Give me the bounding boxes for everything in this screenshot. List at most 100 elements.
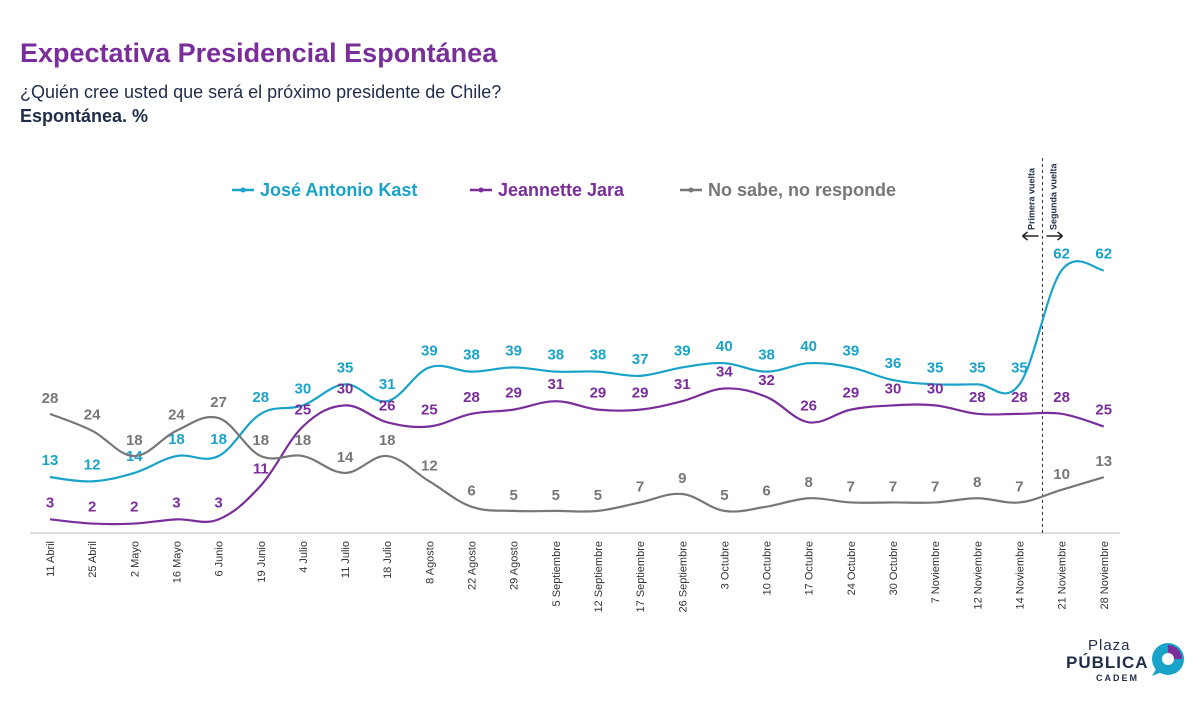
data-label: 27 [210, 394, 227, 411]
speech-bubble-icon [1152, 643, 1184, 676]
data-label: 29 [505, 385, 522, 402]
x-tick-label: 12 Septiembre [593, 541, 605, 613]
second-round-label: Segunda vuelta [1049, 162, 1059, 230]
data-label: 2 [88, 499, 96, 516]
legend-marker [478, 187, 484, 193]
data-label: 3 [46, 494, 54, 511]
x-tick-label: 3 Octubre [719, 541, 731, 589]
x-tick-label: 10 Octubre [762, 541, 774, 595]
data-label: 38 [758, 347, 775, 364]
data-label: 7 [889, 478, 897, 495]
data-label: 18 [168, 431, 185, 448]
data-label: 9 [678, 470, 686, 487]
data-label: 31 [674, 376, 691, 393]
x-tick-label: 19 Junio [256, 541, 268, 583]
x-tick-label: 30 Octubre [888, 541, 900, 595]
chart-unit: Espontánea. % [20, 106, 149, 126]
data-label: 18 [379, 432, 396, 449]
data-label: 40 [716, 338, 733, 355]
data-label: 28 [969, 389, 986, 406]
x-tick-label: 2 Mayo [129, 541, 141, 577]
data-label: 25 [421, 402, 438, 419]
data-label: 29 [843, 385, 860, 402]
data-label: 12 [421, 457, 438, 474]
data-label: 39 [421, 342, 438, 359]
data-label: 31 [379, 376, 396, 393]
x-tick-label: 8 Agosto [424, 541, 436, 584]
arrow-right-icon [1046, 231, 1063, 241]
data-label: 8 [805, 474, 813, 491]
legend-marker [240, 187, 246, 193]
data-label: 11 [253, 461, 269, 478]
data-label: 6 [467, 483, 475, 500]
legend-label: Jeannette Jara [498, 180, 625, 200]
data-label: 35 [337, 359, 354, 376]
data-label: 14 [337, 449, 354, 466]
data-label: 34 [716, 364, 733, 381]
data-label: 29 [590, 385, 607, 402]
x-tick-label: 16 Mayo [171, 541, 183, 583]
data-label: 3 [214, 494, 222, 511]
data-label: 25 [295, 402, 312, 419]
arrow-left-icon [1022, 231, 1039, 241]
data-label: 8 [973, 474, 981, 491]
data-label: 32 [758, 372, 775, 389]
data-label: 25 [1095, 402, 1112, 419]
data-label: 18 [210, 431, 227, 448]
x-tick-label: 17 Septiembre [635, 541, 647, 613]
x-tick-label: 6 Junio [214, 541, 226, 576]
data-label: 35 [927, 359, 944, 376]
data-label: 10 [1053, 466, 1070, 483]
x-tick-label: 14 Noviembre [1014, 541, 1026, 609]
data-label: 39 [843, 342, 860, 359]
data-label: 26 [800, 397, 817, 414]
data-label: 35 [1011, 359, 1028, 376]
data-label: 30 [885, 380, 902, 397]
data-label: 36 [885, 355, 902, 372]
data-label: 31 [547, 376, 564, 393]
legend-label: José Antonio Kast [260, 180, 417, 200]
data-label: 39 [505, 342, 522, 359]
x-tick-label: 18 Julio [382, 541, 394, 579]
x-tick-label: 24 Octubre [846, 541, 858, 595]
data-label: 13 [42, 452, 59, 469]
series-line-2 [49, 412, 1105, 513]
data-label: 40 [800, 338, 817, 355]
legend-label: No sabe, no responde [708, 180, 896, 200]
data-label: 7 [931, 478, 939, 495]
x-tick-label: 12 Noviembre [972, 541, 984, 609]
data-label: 62 [1053, 245, 1070, 262]
x-tick-label: 25 Abril [87, 541, 99, 578]
data-label: 39 [674, 342, 691, 359]
data-label: 28 [42, 390, 59, 407]
data-label: 28 [1011, 389, 1028, 406]
data-label: 13 [1095, 453, 1112, 470]
data-label: 30 [927, 380, 944, 397]
data-label: 29 [632, 385, 649, 402]
logo-text-publica: PÚBLICA [1066, 653, 1149, 672]
data-label: 30 [337, 380, 354, 397]
x-tick-label: 7 Noviembre [930, 541, 942, 603]
data-label: 7 [636, 478, 644, 495]
x-tick-label: 28 Noviembre [1099, 541, 1111, 609]
data-label: 18 [295, 432, 312, 449]
series-line-1 [49, 387, 1105, 526]
data-label: 38 [590, 347, 607, 364]
logo-text-plaza: Plaza [1088, 637, 1131, 654]
data-label: 24 [84, 407, 101, 424]
x-tick-label: 11 Julio [340, 541, 352, 578]
data-label: 35 [969, 359, 986, 376]
logo-text-cadem: CADEM [1096, 673, 1139, 683]
data-label: 30 [295, 380, 312, 397]
data-label: 18 [252, 432, 269, 449]
data-label: 26 [379, 397, 396, 414]
data-label: 5 [594, 487, 602, 504]
data-label: 7 [1015, 478, 1023, 495]
data-label: 2 [130, 499, 138, 516]
data-label: 24 [168, 407, 185, 424]
x-tick-label: 11 Abril [45, 541, 57, 577]
data-label: 28 [252, 389, 269, 406]
legend-marker [688, 187, 694, 193]
plaza-publica-logo: Plaza PÚBLICA CADEM [1066, 637, 1186, 695]
